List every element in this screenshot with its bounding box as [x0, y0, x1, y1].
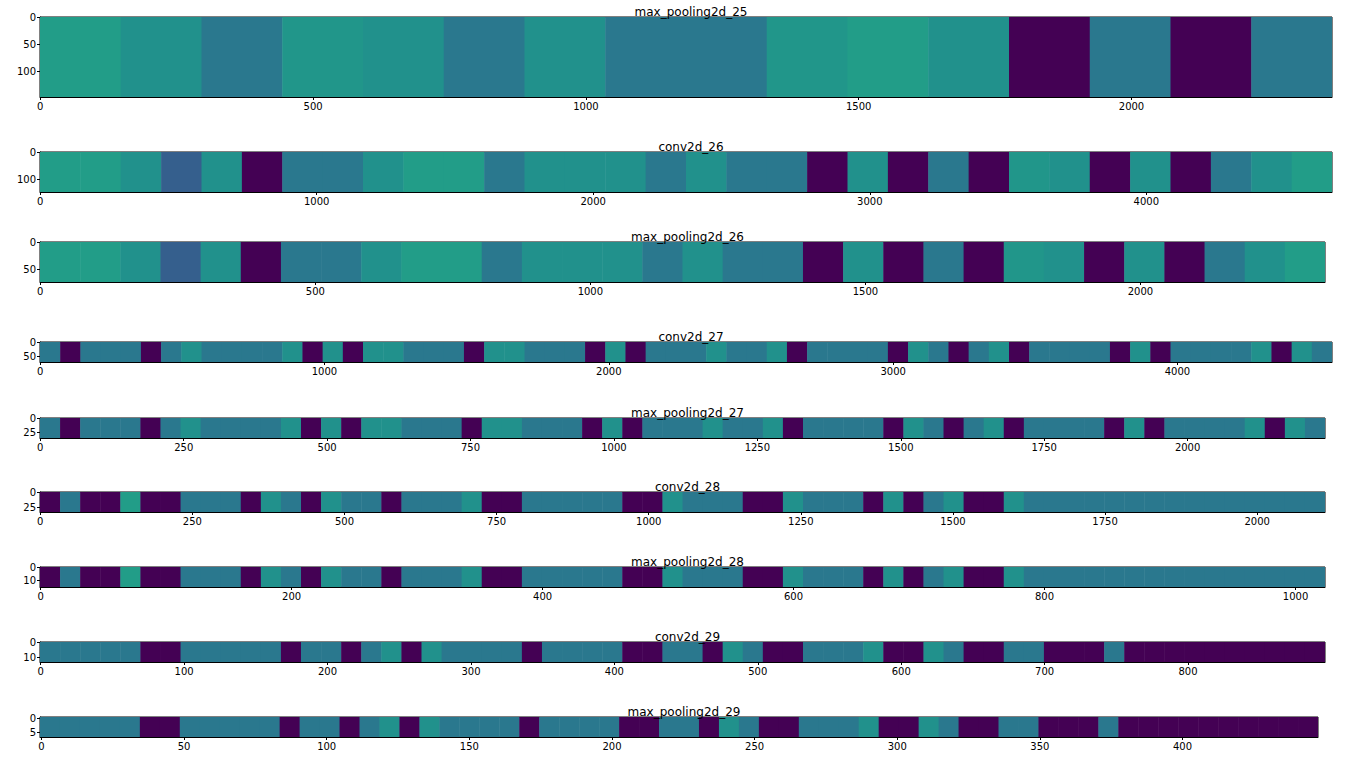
- svg-text:0: 0: [30, 562, 36, 573]
- svg-text:max_pooling2d_28: max_pooling2d_28: [631, 555, 744, 569]
- svg-text:4000: 4000: [1165, 366, 1190, 377]
- svg-text:1250: 1250: [788, 516, 813, 527]
- svg-text:1000: 1000: [578, 286, 603, 297]
- svg-text:0: 0: [30, 147, 36, 158]
- svg-text:0: 0: [37, 101, 43, 112]
- svg-text:1500: 1500: [846, 101, 871, 112]
- svg-text:0: 0: [30, 713, 36, 724]
- svg-text:1750: 1750: [1092, 516, 1117, 527]
- svg-text:1000: 1000: [304, 196, 329, 207]
- svg-text:800: 800: [1178, 666, 1197, 677]
- svg-text:conv2d_28: conv2d_28: [655, 480, 720, 494]
- svg-text:2000: 2000: [580, 196, 605, 207]
- svg-text:0: 0: [37, 591, 43, 602]
- svg-text:600: 600: [892, 666, 911, 677]
- svg-text:300: 300: [888, 741, 907, 752]
- svg-text:max_pooling2d_29: max_pooling2d_29: [628, 705, 741, 719]
- svg-text:0: 0: [30, 337, 36, 348]
- svg-text:100: 100: [17, 174, 36, 185]
- svg-text:750: 750: [487, 516, 506, 527]
- svg-text:1000: 1000: [636, 516, 661, 527]
- svg-text:50: 50: [23, 39, 36, 50]
- svg-text:1000: 1000: [1283, 591, 1308, 602]
- svg-text:1500: 1500: [853, 286, 878, 297]
- svg-text:25: 25: [23, 427, 36, 438]
- svg-text:600: 600: [784, 591, 803, 602]
- svg-text:500: 500: [304, 101, 323, 112]
- svg-text:10: 10: [23, 652, 36, 663]
- svg-text:4000: 4000: [1134, 196, 1159, 207]
- svg-text:250: 250: [174, 442, 193, 453]
- svg-text:0: 0: [38, 666, 44, 677]
- svg-text:0: 0: [30, 12, 36, 23]
- svg-text:100: 100: [317, 741, 336, 752]
- svg-text:150: 150: [460, 741, 479, 752]
- svg-text:400: 400: [1173, 741, 1192, 752]
- svg-text:10: 10: [23, 575, 36, 586]
- svg-text:3000: 3000: [857, 196, 882, 207]
- svg-text:0: 0: [30, 637, 36, 648]
- svg-text:0: 0: [37, 366, 43, 377]
- svg-text:50: 50: [178, 741, 191, 752]
- svg-text:0: 0: [30, 487, 36, 498]
- svg-text:0: 0: [30, 237, 36, 248]
- svg-text:max_pooling2d_27: max_pooling2d_27: [631, 406, 744, 420]
- svg-text:800: 800: [1035, 591, 1054, 602]
- svg-text:1000: 1000: [601, 442, 626, 453]
- svg-text:2000: 2000: [1128, 286, 1153, 297]
- svg-text:25: 25: [23, 502, 36, 513]
- svg-text:200: 200: [318, 666, 337, 677]
- svg-text:700: 700: [1035, 666, 1054, 677]
- svg-text:1250: 1250: [745, 442, 770, 453]
- svg-text:350: 350: [1030, 741, 1049, 752]
- svg-text:5: 5: [30, 727, 36, 738]
- svg-text:400: 400: [605, 666, 624, 677]
- svg-text:2000: 2000: [1175, 442, 1200, 453]
- svg-text:max_pooling2d_26: max_pooling2d_26: [631, 230, 744, 244]
- svg-text:0: 0: [37, 196, 43, 207]
- svg-text:250: 250: [183, 516, 202, 527]
- svg-text:0: 0: [37, 442, 43, 453]
- svg-text:0: 0: [38, 741, 44, 752]
- svg-text:2000: 2000: [1119, 101, 1144, 112]
- svg-text:1500: 1500: [888, 442, 913, 453]
- svg-text:100: 100: [17, 66, 36, 77]
- svg-text:500: 500: [318, 442, 337, 453]
- svg-text:conv2d_29: conv2d_29: [655, 630, 720, 644]
- svg-text:1500: 1500: [940, 516, 965, 527]
- svg-text:500: 500: [306, 286, 325, 297]
- svg-text:500: 500: [335, 516, 354, 527]
- svg-text:1000: 1000: [312, 366, 337, 377]
- svg-text:max_pooling2d_25: max_pooling2d_25: [635, 5, 748, 19]
- svg-text:200: 200: [602, 741, 621, 752]
- svg-text:250: 250: [745, 741, 764, 752]
- svg-text:0: 0: [30, 413, 36, 424]
- svg-text:100: 100: [175, 666, 194, 677]
- svg-text:0: 0: [37, 516, 43, 527]
- svg-text:50: 50: [23, 264, 36, 275]
- svg-text:1750: 1750: [1031, 442, 1056, 453]
- svg-text:500: 500: [748, 666, 767, 677]
- svg-text:2000: 2000: [596, 366, 621, 377]
- svg-text:300: 300: [461, 666, 480, 677]
- svg-text:400: 400: [533, 591, 552, 602]
- svg-text:50: 50: [23, 351, 36, 362]
- svg-text:0: 0: [37, 286, 43, 297]
- svg-text:200: 200: [282, 591, 301, 602]
- svg-text:conv2d_27: conv2d_27: [658, 330, 723, 344]
- svg-text:2000: 2000: [1244, 516, 1269, 527]
- svg-text:conv2d_26: conv2d_26: [658, 140, 723, 154]
- svg-text:750: 750: [461, 442, 480, 453]
- svg-text:1000: 1000: [573, 101, 598, 112]
- svg-text:3000: 3000: [880, 366, 905, 377]
